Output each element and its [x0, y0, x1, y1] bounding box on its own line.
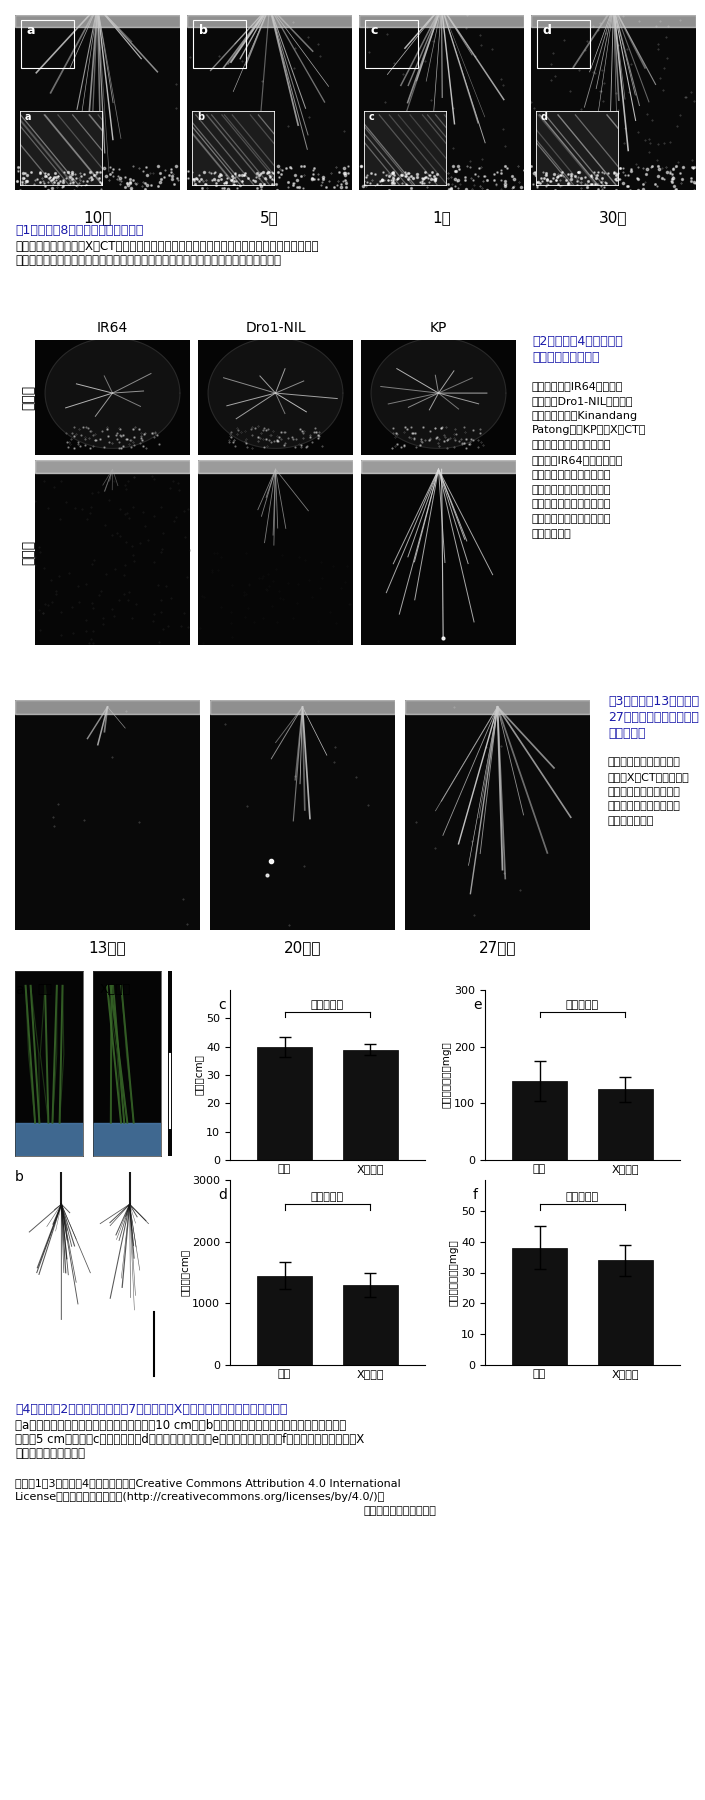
- Text: b: b: [15, 1170, 24, 1184]
- Y-axis label: 地下部乾物重（mg）: 地下部乾物重（mg）: [448, 1238, 458, 1305]
- Text: 上から: 上から: [21, 385, 35, 410]
- Bar: [210, 700, 395, 715]
- Text: 10分: 10分: [83, 211, 111, 225]
- Text: 20日目: 20日目: [283, 940, 321, 956]
- Bar: [15, 700, 200, 715]
- Text: 浅根型水稲「IR64」、中間
型水稲「Dro1-NIL」、およ
び深根型陸稲「Kinandang
Patong」（KP）のX線CT画
像より根系を抽出した透過
: 浅根型水稲「IR64」、中間 型水稲「Dro1-NIL」、およ び深根型陸稲「K…: [532, 382, 646, 538]
- Text: 根系の生育: 根系の生育: [608, 727, 646, 740]
- Text: 横から: 横から: [21, 540, 35, 565]
- Bar: [405, 700, 590, 715]
- Text: 図4　播種後2週目の陸稲品種を7日間連続でX線照射したときの生育への影響: 図4 播種後2週目の陸稲品種を7日間連続でX線照射したときの生育への影響: [15, 1402, 288, 1417]
- Text: d: d: [543, 23, 551, 38]
- Text: f: f: [473, 1188, 478, 1202]
- Text: c: c: [218, 997, 226, 1012]
- Bar: [257, 1046, 312, 1159]
- Text: 図3　播種後13日目から: 図3 播種後13日目から: [608, 695, 699, 707]
- Polygon shape: [45, 338, 180, 448]
- Text: バーは5 cm。草丈（c）、総根長（d）、地上部乾物重（e）、地下部乾物重（f）に、統計的に有意なX: バーは5 cm。草丈（c）、総根長（d）、地上部乾物重（e）、地下部乾物重（f）…: [15, 1433, 364, 1445]
- Y-axis label: 草丈（cm）: 草丈（cm）: [193, 1055, 203, 1096]
- Bar: [359, 14, 524, 27]
- Text: （a）横からの写真を示す。スケールバーは10 cm。（b）ポットから回収した根を示す。スケール: （a）横からの写真を示す。スケールバーは10 cm。（b）ポットから回収した根を…: [15, 1418, 346, 1433]
- Text: b: b: [199, 23, 207, 38]
- Text: Dro1-NIL: Dro1-NIL: [245, 320, 306, 335]
- Bar: [257, 1276, 312, 1364]
- Text: KP: KP: [430, 320, 447, 335]
- Y-axis label: 総根長（cm）: 総根長（cm）: [179, 1249, 190, 1296]
- Bar: [20, 20, 73, 67]
- Text: X線照射: X線照射: [99, 983, 130, 995]
- Text: a: a: [27, 23, 35, 38]
- Polygon shape: [208, 338, 343, 448]
- Text: 有意差なし: 有意差なし: [566, 1192, 599, 1202]
- Text: d: d: [218, 1188, 227, 1202]
- Bar: [35, 461, 190, 473]
- Text: c: c: [371, 23, 378, 38]
- Bar: [93, 1123, 161, 1156]
- Text: （寺本翔太、宇賀優作）: （寺本翔太、宇賀優作）: [364, 1507, 436, 1516]
- Text: 同じポットを繰り返し撮
影したX線CT画像より根
系を抽出した横からの透
過画像。画像の下の日数
は播種後日数。: 同じポットを繰り返し撮 影したX線CT画像より根 系を抽出した横からの透 過画像…: [608, 758, 689, 826]
- Bar: [15, 1123, 83, 1156]
- Y-axis label: 地上部乾物重（mg）: 地上部乾物重（mg）: [441, 1042, 451, 1109]
- Text: 5分: 5分: [260, 211, 279, 225]
- Text: 13日目: 13日目: [89, 940, 126, 956]
- Text: における品種間差異: における品種間差異: [532, 351, 599, 364]
- Text: Licenseのもと引用・改変した(http://creativecommons.org/licenses/by/4.0/)。: Licenseのもと引用・改変した(http://creativecommons…: [15, 1492, 385, 1501]
- Text: a: a: [15, 983, 24, 997]
- Bar: [598, 1260, 653, 1364]
- Bar: [15, 14, 180, 27]
- Bar: [513, 1080, 567, 1159]
- Text: 図1　播種後8週目の陸稲品種の根系: 図1 播種後8週目の陸稲品種の根系: [15, 223, 143, 238]
- Bar: [198, 461, 353, 473]
- Bar: [531, 14, 696, 27]
- Bar: [343, 1049, 398, 1159]
- Text: 影時間。撮影時間が短いと画像にノイズが多いが、大まかな根系は識別可能である。: 影時間。撮影時間が短いと画像にノイズが多いが、大まかな根系は識別可能である。: [15, 254, 281, 266]
- Bar: [598, 1089, 653, 1159]
- Bar: [537, 20, 589, 67]
- Text: 27日目までの陸稲品種の: 27日目までの陸稲品種の: [608, 711, 699, 724]
- Text: 30秒: 30秒: [599, 211, 627, 225]
- Text: 注：図1、3、および4は原著論文からCreative Commons Attribution 4.0 International: 注：図1、3、および4は原著論文からCreative Commons Attri…: [15, 1478, 400, 1489]
- Text: 1分: 1分: [432, 211, 451, 225]
- Bar: [361, 461, 516, 473]
- Bar: [192, 20, 245, 67]
- Text: 対照: 対照: [37, 983, 52, 995]
- Bar: [364, 20, 417, 67]
- Bar: [513, 1247, 567, 1364]
- Bar: [187, 14, 352, 27]
- Polygon shape: [371, 338, 506, 448]
- Text: 図2　播種後4週目の根系: 図2 播種後4週目の根系: [532, 335, 623, 347]
- Text: 様々な条件で撮影したX線CT画像より根系を抽出した横からの透過画像。画像の下の時間は撮: 様々な条件で撮影したX線CT画像より根系を抽出した横からの透過画像。画像の下の時…: [15, 239, 319, 254]
- Text: e: e: [473, 997, 482, 1012]
- Text: 線照射の影響はない。: 線照射の影響はない。: [15, 1447, 85, 1460]
- Text: IR64: IR64: [97, 320, 128, 335]
- Text: 有意差なし: 有意差なし: [311, 1192, 344, 1202]
- Bar: [343, 1285, 398, 1364]
- Text: 有意差なし: 有意差なし: [566, 1001, 599, 1010]
- Text: 有意差なし: 有意差なし: [311, 1001, 344, 1010]
- Text: 27日目: 27日目: [479, 940, 516, 956]
